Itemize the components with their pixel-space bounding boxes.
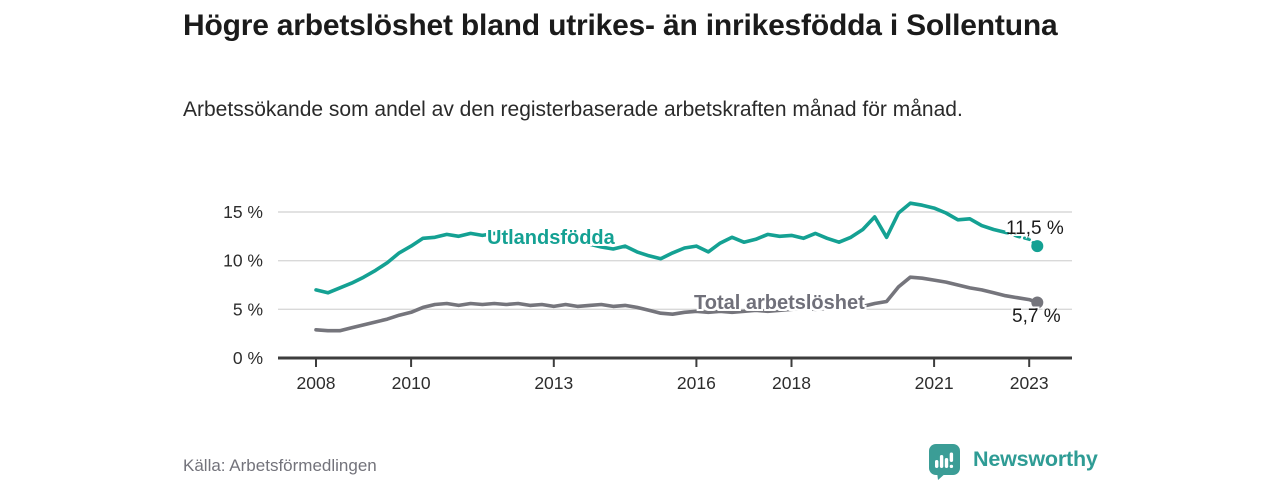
x-tick-label: 2016 — [677, 373, 716, 393]
x-tick-label: 2023 — [1010, 373, 1049, 393]
y-tick-label: 5 % — [233, 299, 263, 319]
y-tick-label: 10 % — [223, 251, 263, 271]
series-end-dot-0 — [1031, 240, 1044, 253]
x-tick-label: 2008 — [297, 373, 336, 393]
page-title: Högre arbetslöshet bland utrikes- än inr… — [183, 9, 1058, 42]
newsworthy-brand: Newsworthy — [928, 443, 1098, 480]
x-tick-label: 2018 — [772, 373, 811, 393]
x-tick-label: 2013 — [534, 373, 573, 393]
page-subtitle: Arbetssökande som andel av den registerb… — [183, 98, 963, 121]
y-tick-label: 15 % — [223, 202, 263, 222]
x-tick-label: 2010 — [392, 373, 431, 393]
y-tick-label: 0 % — [233, 348, 263, 368]
series-label-total-arbetsloshet: Total arbetslöshet — [694, 292, 865, 314]
series-line-1 — [314, 275, 1040, 333]
end-value-label-utlandsfodda: 11,5 % — [1006, 218, 1064, 239]
series-line-0 — [314, 201, 1008, 295]
series-end-dot-1 — [1031, 296, 1044, 309]
x-tick-label: 2021 — [915, 373, 954, 393]
series-label-utlandsfodda: Utlandsfödda — [487, 227, 615, 249]
end-value-label-total: 5,7 % — [1012, 306, 1061, 327]
brand-name: Newsworthy — [973, 447, 1098, 471]
bar-chart-speech-bubble-icon — [929, 444, 960, 480]
source-note: Källa: Arbetsförmedlingen — [183, 456, 377, 475]
